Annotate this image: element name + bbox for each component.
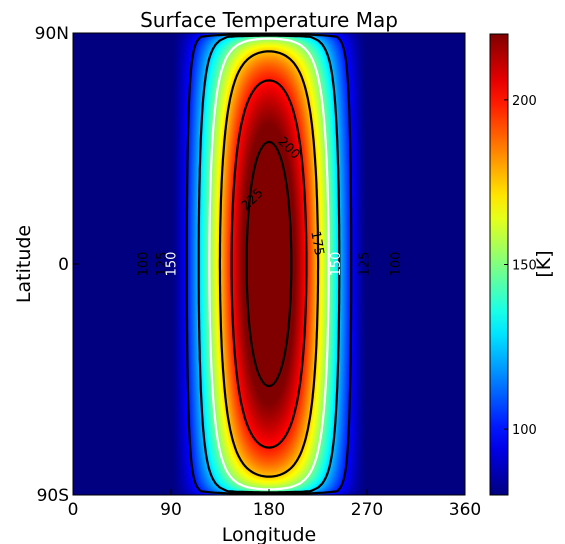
contour-line-225 [245,140,293,388]
colorbar: 100 150 200 [K] [489,33,555,496]
colorbar-tick-label-150: 150 [512,259,537,274]
contour-layer [185,33,353,495]
contour-line-150 [208,37,330,491]
chart-title: Surface Temperature Map [140,8,398,32]
contour-line-200 [230,79,308,449]
x-axis-label: Longitude [222,524,317,544]
contour-label-100-1: 100 [389,252,404,277]
contour-line-100 [185,33,353,495]
y-axis-ticks: 90N 0 90S [35,24,79,506]
x-tick-label-0: 0 [68,500,79,520]
contour-label-100-0: 100 [136,252,151,277]
contour-line-125 [197,34,341,494]
x-tick-label-90: 90 [160,500,182,520]
y-tick-label-90N: 90N [35,24,69,44]
colorbar-ticks: 100 150 200 [504,94,537,438]
contour-label-125-0: 125 [155,252,170,277]
x-tick-label-270: 270 [351,500,383,520]
heatmap-image [73,33,465,495]
x-tick-label-180: 180 [253,500,285,520]
contour-label-150-1: 150 [329,252,344,277]
y-tick-label-90S: 90S [37,486,69,506]
x-axis-ticks: 0 90 180 270 360 [68,489,481,520]
y-axis-label: Latitude [13,225,35,303]
contour-label-150-0: 150 [165,252,180,277]
contour-line-175 [218,50,320,478]
colorbar-tick-label-200: 200 [512,94,537,109]
colorbar-tick-label-100: 100 [512,423,537,438]
y-tick-label-0: 0 [58,255,69,275]
contour-label-175-0: 175 [307,230,326,257]
x-tick-label-360: 360 [449,500,481,520]
contour-label-125-1: 125 [357,252,372,277]
colorbar-label: [K] [533,250,555,277]
